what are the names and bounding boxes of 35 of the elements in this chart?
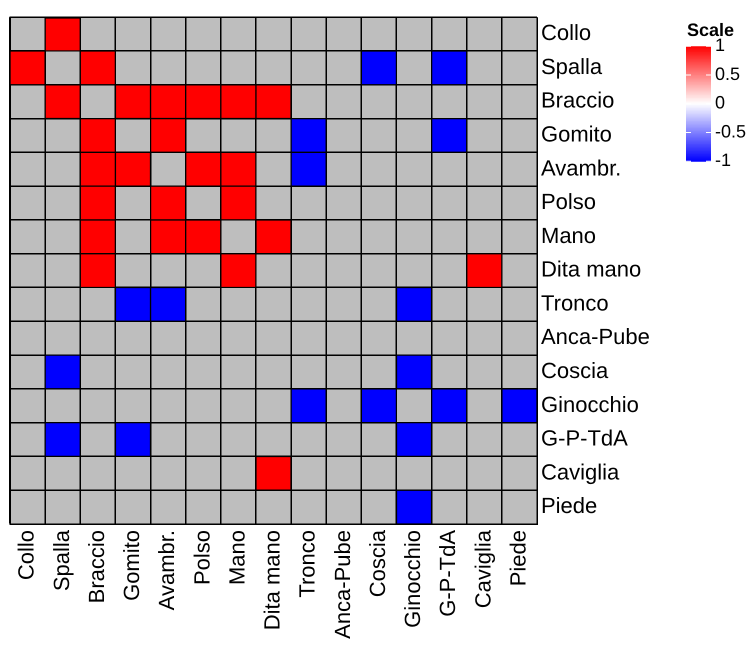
- x-tick-label: Collo: [14, 530, 39, 580]
- x-tick-label: Polso: [189, 530, 214, 586]
- y-tick-label: Braccio: [541, 88, 614, 113]
- y-tick-label: Dita mano: [541, 256, 642, 282]
- x-tick-label: Caviglia: [470, 529, 496, 608]
- y-tick-label: Ginocchio: [541, 392, 639, 417]
- x-tick-label: Avambr.: [154, 530, 180, 610]
- x-tick-label: Tronco: [294, 530, 320, 598]
- y-tick-label: Piede: [541, 493, 598, 518]
- y-tick-label: G-P-TdA: [541, 426, 628, 451]
- x-tick-label: Coscia: [364, 529, 390, 598]
- x-tick-label: Anca-Pube: [330, 530, 355, 639]
- x-tick-label: Piede: [505, 530, 530, 586]
- x-tick-label: Spalla: [48, 529, 74, 592]
- x-tick-label: Gomito: [119, 530, 144, 601]
- y-tick-label: Collo: [541, 20, 592, 46]
- color-bar-label: 0.5: [715, 64, 740, 84]
- color-bar-label: 1: [715, 35, 726, 56]
- y-tick-label: Anca-Pube: [541, 324, 650, 350]
- y-tick-label: Avambr.: [541, 155, 622, 180]
- color-bar-label: 0: [715, 92, 726, 113]
- x-tick-label: Mano: [224, 530, 250, 586]
- y-tick-label: Spalla: [541, 54, 603, 79]
- y-tick-label: Polso: [541, 189, 596, 214]
- x-tick-label: Ginocchio: [400, 530, 426, 628]
- color-bar-label: -1: [715, 150, 732, 170]
- y-tick-label: Caviglia: [541, 459, 620, 484]
- y-tick-label: Tronco: [541, 290, 609, 316]
- x-tick-label: Braccio: [84, 530, 109, 604]
- y-tick-label: Gomito: [541, 122, 612, 147]
- y-tick-label: Mano: [541, 222, 596, 248]
- x-tick-label: Dita mano: [260, 530, 285, 630]
- x-tick-label: G-P-TdA: [435, 530, 460, 617]
- y-tick-label: Coscia: [541, 358, 610, 384]
- color-bar-label: -0.5: [715, 121, 746, 142]
